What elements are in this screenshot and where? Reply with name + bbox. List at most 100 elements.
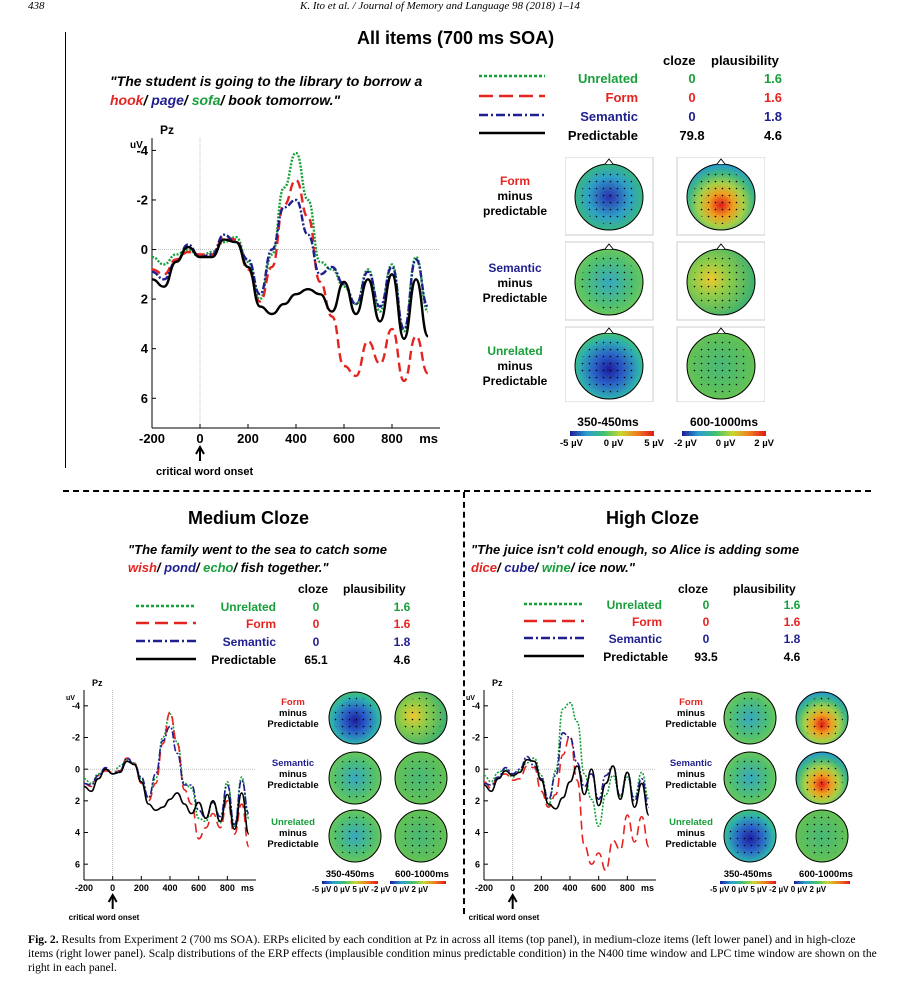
x-tick-label: 800	[620, 883, 635, 893]
medium-legend-swatches	[136, 604, 196, 661]
topo-label-form: Form minus predictable	[482, 174, 548, 218]
erp-chart-all-items: Pz uV -4 -2 0 2 4 6 -200 0 200 400 600 800 ms critical …	[130, 120, 460, 485]
y-tick-label: -4	[136, 143, 148, 158]
vertical-divider	[463, 492, 465, 914]
y-tick-label: 6	[75, 859, 80, 869]
plaus-predictable: 4.6	[763, 128, 783, 143]
legend-semantic: Semantic	[222, 635, 276, 649]
page-number: 438	[28, 0, 45, 12]
series-form	[483, 735, 650, 872]
top-left-rule	[65, 32, 66, 468]
series-unrelated	[483, 701, 650, 828]
scale-labels-n400: -5 µV 0 µV 5 µV	[560, 438, 664, 449]
series-form	[151, 178, 430, 383]
y-tick-label: 4	[141, 341, 149, 356]
top-stimulus: "The student is going to the library to …	[110, 73, 423, 108]
x-tick-label: -200	[75, 883, 93, 893]
cloze-header: cloze	[663, 53, 696, 68]
topo-unrelated-n400	[564, 326, 654, 403]
legend-unrelated: Unrelated	[220, 600, 276, 614]
channel-label: Pz	[492, 678, 503, 688]
plaus-form: 1.6	[763, 90, 783, 105]
erp-chart-high-cloze: Pz uV -4 -2 0 2 4 6 -200 0 200 400 600 800 ms critical …	[466, 672, 666, 925]
window-n400: 350-450ms	[577, 415, 639, 429]
high-panel-title: High Cloze	[606, 508, 699, 528]
erp-plot-svg: Pz uV-4 -2 0 2 4 6 -200 0 200 400 600 800 ms critical …	[466, 678, 656, 922]
colorbar-n400	[322, 881, 378, 884]
plaus-unrelated: 1.6	[763, 71, 783, 86]
caption-label: Fig. 2.	[28, 933, 59, 946]
x-tick-label: 400	[285, 431, 307, 446]
y-tick-label: 4	[75, 828, 80, 838]
topo-form-n400	[328, 691, 382, 745]
high-stimulus: "The juice isn't cold enough, so Alice i…	[471, 542, 800, 575]
cloze-semantic: 0	[688, 109, 696, 124]
plaus-form: 1.6	[783, 615, 801, 629]
onset-arrowhead	[507, 892, 518, 903]
cloze-form: 0	[702, 615, 710, 629]
y-tick-label: -4	[472, 701, 480, 711]
unit-label: uV	[130, 140, 143, 151]
window-lpc: 600-1000ms	[395, 869, 449, 880]
cloze-unrelated: 0	[688, 71, 696, 86]
series-semantic	[483, 731, 650, 808]
colorbar-lpc	[390, 881, 446, 884]
x-tick-label: 0	[110, 883, 115, 893]
colorbar-lpc	[794, 881, 850, 884]
topo-unrelated-lpc	[394, 809, 448, 863]
cloze-predictable: 79.8	[679, 128, 705, 143]
unit-label: uV	[66, 695, 75, 702]
plaus-predictable: 4.6	[783, 650, 801, 664]
legend-form: Form	[605, 90, 639, 105]
plausibility-header: plausibility	[343, 582, 406, 596]
onset-label: critical word onset	[69, 913, 140, 920]
cloze-unrelated: 0	[702, 598, 710, 612]
y-tick-label: 6	[141, 391, 148, 406]
x-unit-label: ms	[241, 883, 254, 893]
x-tick-label: 0	[196, 431, 203, 446]
topo-semantic-lpc	[795, 751, 849, 805]
topo-label-semantic: Semantic minus Predictable	[267, 758, 319, 791]
colorbar-lpc	[682, 431, 766, 436]
topo-semantic-n400	[564, 241, 654, 321]
scale-labels: -5 µV 0 µV 5 µV -2 µV 0 µV 2 µV	[312, 885, 429, 894]
x-tick-label: 800	[381, 431, 403, 446]
topo-unrelated-lpc	[795, 809, 849, 863]
topo-form-lpc	[676, 156, 766, 236]
y-tick-label: 0	[475, 764, 480, 774]
y-tick-label: 2	[475, 796, 480, 806]
y-tick-label: -2	[136, 193, 148, 208]
running-header: K. Ito et al. / Journal of Memory and La…	[300, 0, 580, 12]
x-tick-label: -200	[139, 431, 165, 446]
onset-label: critical word onset	[156, 466, 254, 478]
legend-form: Form	[246, 617, 276, 631]
plaus-form: 1.6	[393, 617, 411, 631]
topo-semantic-lpc	[676, 241, 766, 321]
topo-form-n400	[723, 691, 777, 745]
cloze-form: 0	[688, 90, 696, 105]
y-tick-label: -2	[472, 733, 480, 743]
cloze-header: cloze	[298, 582, 329, 596]
erp-plot-svg: Pz uV-4 -2 0 2 4 6 -200 0 200 400 600 800 ms critical …	[66, 678, 256, 922]
x-tick-label: 200	[534, 883, 549, 893]
y-tick-label: 2	[75, 796, 80, 806]
window-n400: 350-450ms	[723, 869, 773, 880]
series-form	[83, 711, 250, 848]
legend-predictable: Predictable	[567, 128, 638, 143]
cloze-unrelated: 0	[312, 600, 320, 614]
y-tick-label: -4	[72, 701, 80, 711]
plaus-unrelated: 1.6	[393, 600, 411, 614]
window-lpc: 600-1000ms	[799, 869, 853, 880]
y-tick-label: 0	[75, 764, 80, 774]
medium-panel-title: Medium Cloze	[188, 508, 310, 528]
series-predictable	[483, 758, 650, 816]
medium-stimulus: "The family went to the sea to catch som…	[128, 542, 388, 575]
topo-label-semantic: Semantic minus Predictable	[482, 261, 548, 305]
plausibility-header: plausibility	[733, 582, 796, 596]
topo-semantic-lpc	[394, 751, 448, 805]
y-tick-label: 2	[141, 292, 148, 307]
legend-form: Form	[632, 615, 662, 629]
channel-label: Pz	[160, 123, 174, 137]
series-semantic	[151, 198, 430, 331]
x-tick-label: -200	[475, 883, 493, 893]
